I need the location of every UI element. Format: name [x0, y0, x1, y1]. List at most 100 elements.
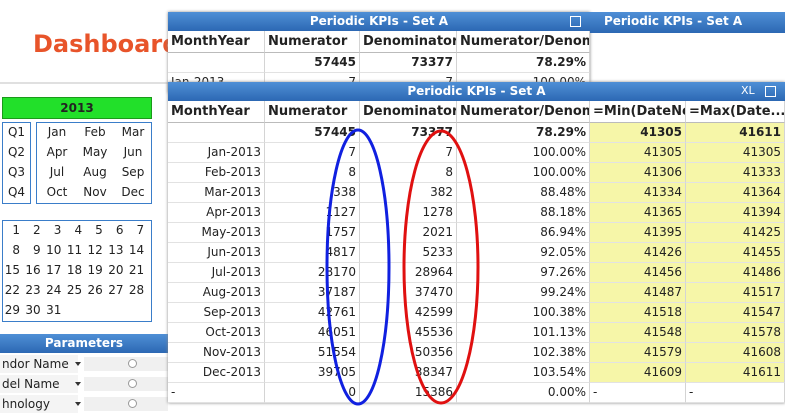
parameter-label: del Name: [0, 375, 78, 393]
table-cell: 41608: [686, 343, 785, 363]
month-box: [36, 122, 152, 204]
table-cell: 7: [360, 143, 457, 163]
table-cell: 97.26%: [457, 263, 590, 283]
day: 31: [46, 303, 62, 317]
table-cell: 100.38%: [457, 303, 590, 323]
year-button: 2013: [2, 97, 152, 119]
column-header: Numerator: [265, 31, 360, 53]
table-cell: 41611: [686, 363, 785, 383]
table-cell: 86.94%: [457, 223, 590, 243]
table-cell: 41517: [686, 283, 785, 303]
table-cell: Jan-2013: [168, 143, 265, 163]
month: Feb: [84, 125, 106, 139]
table-cell: 1127: [265, 203, 360, 223]
day-box: [2, 220, 152, 322]
dropdown-arrow: [75, 402, 81, 406]
table-cell: 7: [265, 143, 360, 163]
quarter: Q3: [7, 165, 26, 179]
month: Jun: [123, 145, 143, 159]
total-cell: 57445: [265, 53, 360, 73]
table-title: Periodic KPIs - Set A: [168, 12, 590, 31]
table-cell: 37187: [265, 283, 360, 303]
table-cell: 0: [265, 383, 360, 403]
chart-icon: [765, 86, 776, 97]
table-title: Periodic KPIs - Set A: [168, 82, 785, 101]
xl-icon: [546, 14, 566, 29]
day: 8: [12, 243, 20, 257]
table-cell: May-2013: [168, 223, 265, 243]
parameter-label: hnology: [0, 395, 78, 413]
table-cell: 41365: [590, 203, 686, 223]
table-cell: 37470: [360, 283, 457, 303]
total-cell: 78.29%: [457, 53, 590, 73]
parameters-title: Parameters: [0, 334, 168, 353]
day: 21: [128, 263, 145, 277]
dropdown-arrow: [75, 362, 81, 366]
table-cell: 38347: [360, 363, 457, 383]
table-cell: Sep-2013: [168, 303, 265, 323]
day: 29: [4, 303, 20, 317]
slider-knob: [128, 399, 137, 408]
day: 7: [136, 223, 145, 237]
table-cell: 39705: [265, 363, 360, 383]
table-cell: Nov-2013: [168, 343, 265, 363]
table-cell: 42761: [265, 303, 360, 323]
table-cell: 41333: [686, 163, 785, 183]
table-cell: 99.24%: [457, 283, 590, 303]
day: 22: [4, 283, 20, 297]
table-cell: 92.05%: [457, 243, 590, 263]
column-header: =Max(Date...: [686, 101, 785, 123]
table-cell: 101.13%: [457, 323, 590, 343]
day: 6: [115, 223, 124, 237]
day: 30: [25, 303, 41, 317]
table-cell: Jul-2013: [168, 263, 265, 283]
slider: [84, 377, 168, 391]
table-cell: 46051: [265, 323, 360, 343]
table-cell: 8: [360, 163, 457, 183]
slider-knob: [128, 359, 137, 368]
table-cell: Dec-2013: [168, 363, 265, 383]
table-cell: 28170: [265, 263, 360, 283]
slider-knob: [128, 379, 137, 388]
day: 9: [33, 243, 41, 257]
table-cell: 41455: [686, 243, 785, 263]
day: 15: [4, 263, 20, 277]
table-cell: Mar-2013: [168, 183, 265, 203]
divider: [0, 82, 168, 84]
table-cell: 103.54%: [457, 363, 590, 383]
table-cell: 42599: [360, 303, 457, 323]
chart-icon: [570, 16, 581, 27]
month: Oct: [46, 185, 68, 199]
table-cell: 45536: [360, 323, 457, 343]
table-cell: 2021: [360, 223, 457, 243]
slider: [84, 397, 168, 411]
day: 27: [108, 283, 124, 297]
day: 20: [108, 263, 124, 277]
month: May: [82, 145, 108, 159]
table-cell: 8: [265, 163, 360, 183]
slider: [84, 357, 168, 371]
table-cell: 41334: [590, 183, 686, 203]
dashboard-title: Dashboard: [33, 30, 180, 58]
table-cell: 41609: [590, 363, 686, 383]
table-cell: 41305: [686, 143, 785, 163]
table-cell: 102.38%: [457, 343, 590, 363]
table-cell: Jun-2013: [168, 243, 265, 263]
month: Apr: [46, 145, 68, 159]
table-cell: 41518: [590, 303, 686, 323]
day: 28: [128, 283, 145, 297]
table-cell: 5233: [360, 243, 457, 263]
table-cell: -: [590, 383, 686, 403]
table-cell: 50356: [360, 343, 457, 363]
table-cell: 15386: [360, 383, 457, 403]
table-cell: 100.00%: [457, 143, 590, 163]
table-cell: 100.00%: [457, 163, 590, 183]
day: 11: [66, 243, 83, 257]
quarter-box: [2, 122, 31, 204]
table-cell: 1278: [360, 203, 457, 223]
table-cell: 4817: [265, 243, 360, 263]
day: 4: [74, 223, 83, 237]
day: 5: [95, 223, 103, 237]
day: 3: [53, 223, 62, 237]
month: Dec: [121, 185, 145, 199]
